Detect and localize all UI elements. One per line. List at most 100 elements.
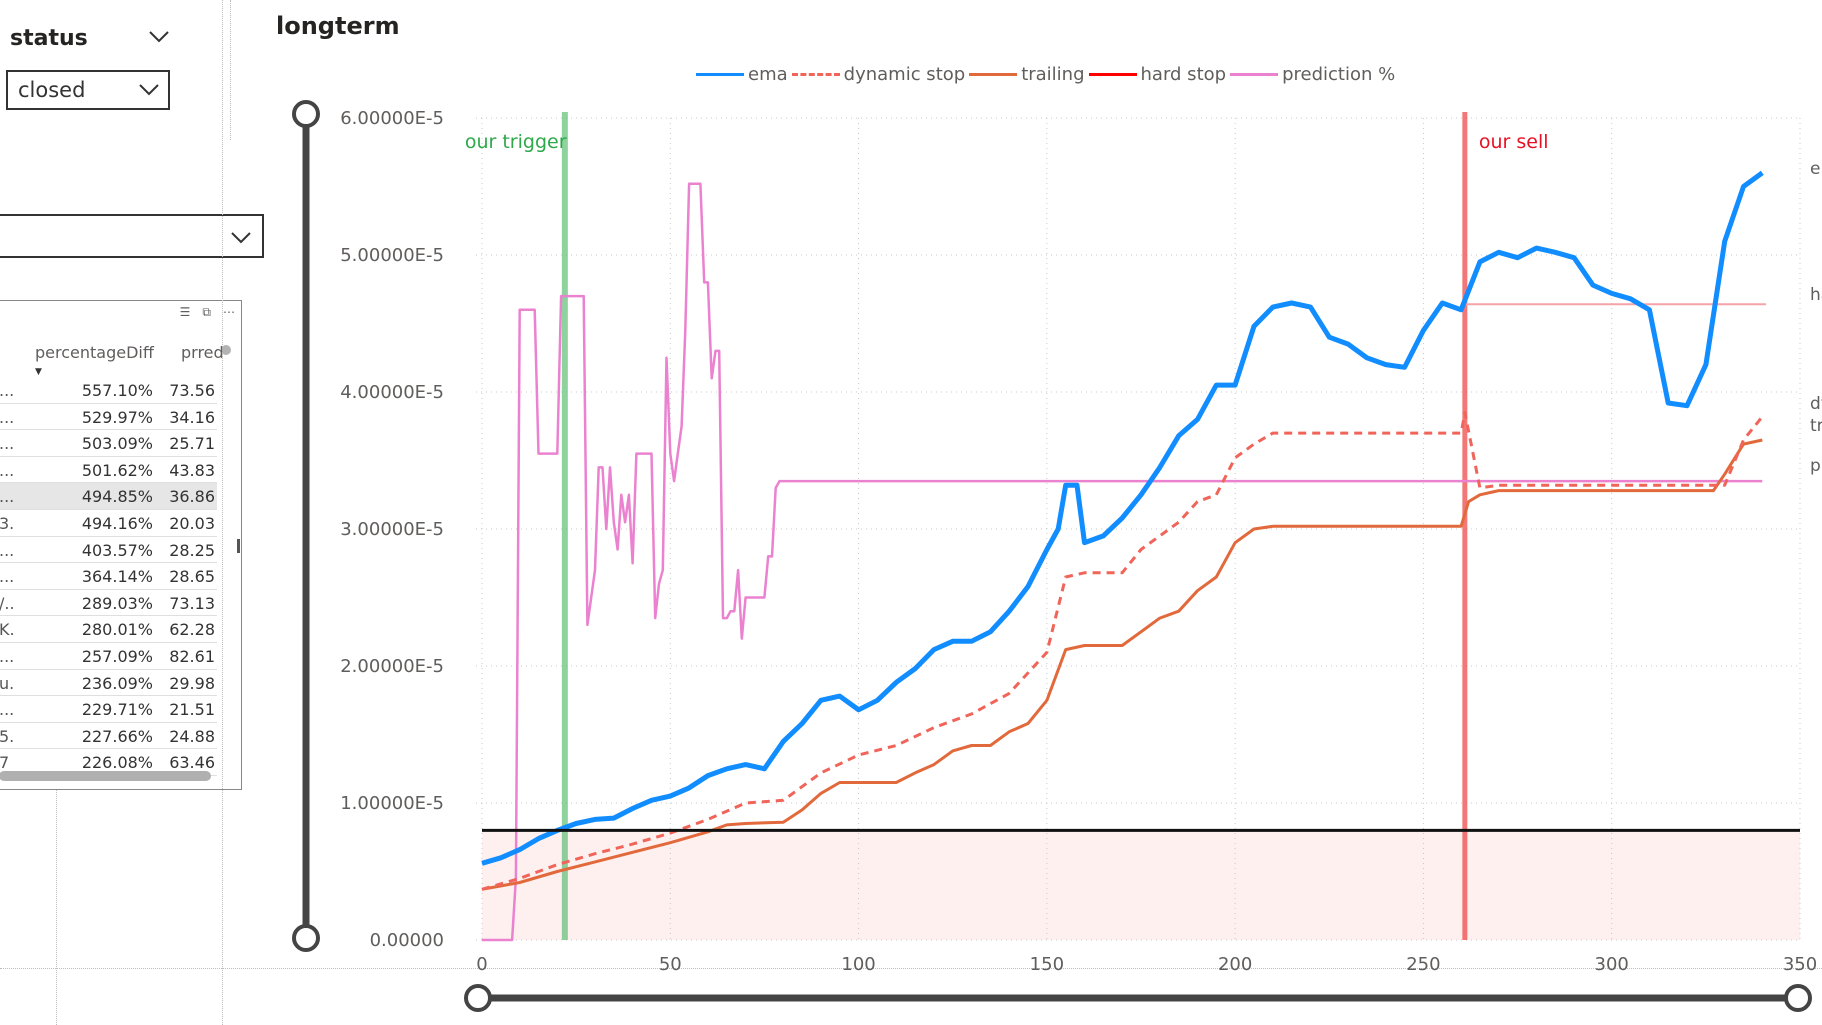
table-row[interactable]: ... 529.97% 34.16	[0, 404, 217, 431]
y-tick-label: 0.00000	[370, 930, 444, 951]
series-end-label: dynamic stop	[1810, 394, 1822, 414]
table-row[interactable]: ... 501.62% 43.83	[0, 457, 217, 484]
table-cell-c0: ...	[0, 567, 13, 587]
chevron-down-icon[interactable]	[148, 30, 170, 44]
table-row[interactable]: ... 503.09% 25.71	[0, 430, 217, 457]
table-cell-prred: 25.71	[169, 434, 215, 454]
chart-legend: ema dynamic stop trailing hard stop predicti…	[696, 60, 1399, 88]
legend-swatch	[791, 72, 840, 76]
table-cell-prred: 73.56	[169, 381, 215, 400]
column-header-prred[interactable]: prred	[181, 343, 224, 362]
status-slicer-title: status	[10, 26, 88, 51]
y-tick-label: 5.00000E-5	[340, 245, 444, 266]
legend-label: trailing	[1021, 63, 1085, 85]
trigger-annotation: our trigger	[465, 131, 567, 153]
table-cell-prred: 62.28	[169, 620, 215, 640]
layout-guide	[0, 968, 1822, 969]
y-tick-label: 2.00000E-5	[340, 656, 444, 677]
table-cell-diff: 364.14%	[81, 567, 153, 587]
series-ema-line	[481, 170, 1764, 866]
table-cell-diff: 226.08%	[81, 753, 153, 773]
table-header: percentageDiff prred ▼	[0, 343, 224, 377]
table-row[interactable]: ... 494.85% 36.86	[0, 483, 217, 510]
legend-swatch	[969, 72, 1018, 76]
table-cell-c0: ...	[0, 381, 13, 400]
layout-guide	[56, 790, 57, 1025]
legend-item[interactable]: hard stop	[1088, 64, 1226, 85]
legend-item[interactable]: dynamic stop	[791, 64, 965, 85]
filter-dropdown[interactable]	[0, 214, 264, 258]
table-row[interactable]: ... 257.09% 82.61	[0, 643, 217, 670]
chevron-down-icon	[231, 232, 251, 244]
table-row[interactable]: 5... 227.66% 24.88	[0, 723, 217, 750]
vertical-scrollbar[interactable]	[237, 539, 240, 553]
series-dynamic-stop-line	[481, 411, 1764, 891]
table-cell-diff: 529.97%	[81, 407, 153, 427]
y-tick-label: 6.00000E-5	[340, 108, 444, 129]
table-cell-prred: 63.46	[169, 753, 215, 773]
y-tick-label: 4.00000E-5	[340, 382, 444, 403]
table-row[interactable]: ... 403.57% 28.25	[0, 537, 217, 564]
table-cell-c0: 3...	[0, 513, 13, 533]
legend-label: ema	[748, 63, 788, 85]
table-row[interactable]: 3... 494.16% 20.03	[0, 510, 217, 537]
sell-annotation: our sell	[1479, 131, 1549, 153]
layout-guide	[230, 0, 231, 140]
table-body: ... 557.10% 73.56... 529.97% 34.16 ... 503.09%…	[0, 377, 217, 776]
x-tick-label: 350	[1783, 954, 1817, 975]
horizontal-scrollbar[interactable]	[0, 771, 211, 781]
table-cell-prred: 36.86	[169, 487, 215, 507]
chevron-down-icon	[139, 84, 159, 96]
table-cell-diff: 257.09%	[81, 646, 153, 666]
status-dropdown[interactable]: closed	[6, 70, 170, 110]
legend-item[interactable]: trailing	[969, 63, 1085, 85]
table-cell-c0: ...	[0, 407, 13, 427]
table-cell-c0: ...	[0, 434, 13, 454]
table-cell-diff: 236.09%	[81, 673, 153, 693]
table-row[interactable]: ... 229.71% 21.51	[0, 696, 217, 723]
table-cell-prred: 28.65	[169, 567, 215, 587]
table-cell-diff: 280.01%	[81, 620, 153, 640]
table-row[interactable]: u... 236.09% 29.98	[0, 670, 217, 697]
table-cell-prred: 28.25	[169, 540, 215, 560]
table-cell-c0: ...	[0, 646, 13, 666]
series-end-label: hard stop	[1810, 285, 1822, 305]
y-tick-label: 3.00000E-5	[340, 519, 444, 540]
table-cell-diff: 501.62%	[81, 460, 153, 480]
legend-item[interactable]: prediction %	[1230, 64, 1395, 85]
x-range-slider-handle[interactable]	[1784, 984, 1812, 1012]
focus-mode-icon[interactable]: ⧉	[202, 305, 211, 319]
x-tick-label: 250	[1406, 954, 1440, 975]
table-cell-c0: 7	[0, 753, 10, 773]
series-end-label: prediction %	[1810, 456, 1822, 476]
more-options-icon[interactable]: ⋯	[223, 305, 235, 319]
filter-icon[interactable]: ☰	[179, 305, 191, 319]
table-cell-prred: 20.03	[169, 513, 215, 533]
y-range-slider-handle[interactable]	[292, 100, 320, 128]
column-header-percentagediff[interactable]: percentageDiff	[35, 343, 154, 362]
table-row[interactable]: ... 557.10% 73.56	[0, 377, 217, 404]
x-tick-label: 0	[476, 954, 487, 975]
stop-zone-band	[482, 830, 1800, 940]
table-row[interactable]: K... 280.01% 62.28	[0, 616, 217, 643]
x-tick-label: 150	[1030, 954, 1064, 975]
table-row[interactable]: ... 364.14% 28.65	[0, 563, 217, 590]
table-cell-c0: ...	[0, 540, 13, 560]
table-cell-prred: 34.16	[169, 407, 215, 427]
table-cell-prred: 21.51	[169, 700, 215, 720]
x-tick-label: 300	[1595, 954, 1629, 975]
series-end-label: ema	[1810, 159, 1822, 179]
table-cell-diff: 227.66%	[81, 726, 153, 746]
legend-label: prediction %	[1282, 63, 1396, 85]
table-row[interactable]: 7 226.08% 63.46	[0, 749, 217, 776]
table-cell-prred: 29.98	[169, 673, 215, 693]
y-range-slider-handle[interactable]	[292, 924, 320, 952]
series-trailing-line	[481, 438, 1763, 891]
table-row[interactable]: /... 289.03% 73.13	[0, 590, 217, 617]
legend-item[interactable]: ema	[696, 64, 788, 85]
table-cell-diff: 403.57%	[81, 540, 153, 560]
series-prediction-line	[482, 182, 1763, 942]
x-range-slider-handle[interactable]	[464, 984, 492, 1012]
table-cell-c0: /...	[0, 593, 13, 613]
sort-descending-icon: ▼	[35, 367, 42, 377]
